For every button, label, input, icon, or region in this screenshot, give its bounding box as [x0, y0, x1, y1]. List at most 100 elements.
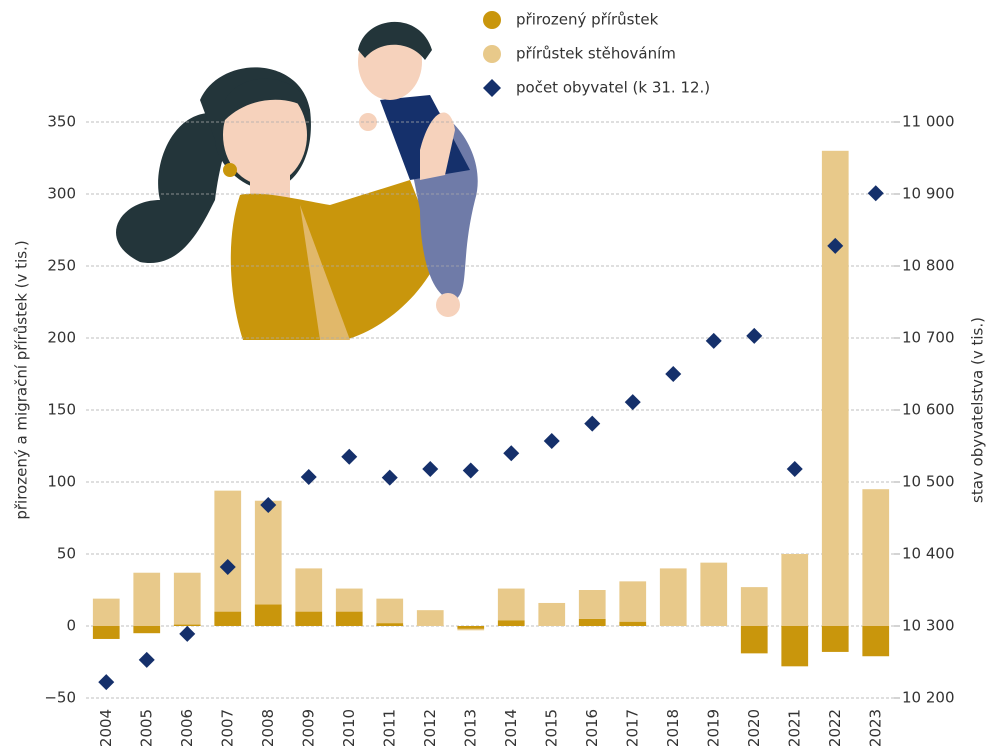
diamond-marker [665, 366, 682, 382]
bar [497, 620, 525, 626]
x-tick-label: 2004 [97, 709, 115, 747]
y-tick-label: 100 [47, 473, 76, 491]
legend-label: přírůstek stěhováním [516, 45, 676, 63]
x-tick-label: 2020 [745, 709, 763, 747]
y2-tick-label: 10 900 [902, 185, 955, 203]
bar [416, 610, 444, 626]
bar [700, 562, 728, 626]
bar [92, 626, 120, 639]
y-tick-label: 300 [47, 185, 76, 203]
diamond-marker [462, 462, 479, 479]
bar [376, 598, 404, 624]
bar [335, 588, 363, 612]
diamond-marker [705, 332, 722, 349]
bar [214, 611, 242, 626]
bar [133, 572, 161, 626]
diamond-marker [867, 185, 884, 202]
y-tick-label: −50 [44, 689, 76, 707]
bar [457, 628, 485, 631]
bar [173, 572, 201, 625]
legend-marker [483, 79, 501, 97]
diamond-marker [624, 394, 641, 411]
diamond-marker [503, 445, 520, 462]
x-tick-label: 2009 [299, 709, 317, 747]
y2-tick-label: 10 200 [902, 689, 955, 707]
y2-tick-label: 10 700 [902, 329, 955, 347]
diamond-marker [786, 461, 803, 478]
diamond-marker [179, 625, 196, 642]
y2-tick-label: 10 300 [902, 617, 955, 635]
bar [740, 626, 768, 654]
diamond-marker [422, 461, 439, 478]
x-tick-label: 2005 [137, 709, 155, 747]
bar [457, 626, 485, 629]
x-tick-label: 2016 [583, 709, 601, 747]
y-tick-label: 0 [66, 617, 76, 635]
diamond-marker [300, 468, 317, 485]
y2-axis-label: stav obyvatelstva (v tis.) [969, 317, 987, 503]
x-tick-label: 2014 [502, 709, 520, 747]
diamond-marker [381, 469, 398, 486]
bar [862, 626, 890, 657]
x-tick-label: 2022 [826, 709, 844, 747]
y2-tick-label: 10 500 [902, 473, 955, 491]
x-tick-label: 2012 [421, 709, 439, 747]
bar [862, 489, 890, 626]
y2-tick-label: 10 400 [902, 545, 955, 563]
diamond-marker [543, 432, 560, 449]
x-tick-label: 2021 [785, 709, 803, 747]
x-tick-label: 2010 [340, 709, 358, 747]
y-tick-label: 50 [57, 545, 76, 563]
diamond-marker [584, 415, 601, 432]
x-tick-label: 2015 [542, 709, 560, 747]
legend-label: přirozený přírůstek [516, 11, 659, 29]
y2-tick-label: 10 600 [902, 401, 955, 419]
bar [335, 611, 363, 626]
bar [376, 623, 404, 626]
diamond-marker [138, 651, 155, 668]
bar [821, 626, 849, 652]
bar [214, 490, 242, 612]
bar [578, 618, 606, 626]
bar [538, 602, 566, 626]
x-tick-label: 2008 [259, 709, 277, 747]
bar [295, 568, 323, 612]
legend-label: počet obyvatel (k 31. 12.) [516, 79, 710, 97]
diamond-marker [98, 674, 115, 691]
bar [92, 598, 120, 626]
bar [821, 150, 849, 627]
illustration [116, 21, 478, 340]
bar [781, 554, 809, 626]
bar [173, 624, 201, 626]
y-axis-label: přirozený a migrační přírůstek (v tis.) [13, 240, 31, 519]
diamond-marker [341, 448, 358, 465]
x-tick-label: 2017 [623, 709, 641, 747]
diamond-marker [746, 327, 763, 344]
legend-marker [483, 45, 501, 63]
bar [254, 500, 282, 605]
diamond-marker [260, 497, 277, 514]
diamond-marker [219, 558, 236, 575]
bar [578, 590, 606, 619]
y-tick-label: 150 [47, 401, 76, 419]
legend-marker [483, 11, 501, 29]
bar [133, 626, 161, 634]
bar [659, 568, 687, 626]
x-tick-label: 2023 [866, 709, 884, 747]
x-tick-label: 2007 [218, 709, 236, 747]
x-tick-label: 2011 [380, 709, 398, 747]
bar [740, 587, 768, 626]
bar [619, 621, 647, 626]
diamond-marker [827, 237, 844, 254]
y-tick-label: 200 [47, 329, 76, 347]
bar [295, 611, 323, 626]
x-tick-label: 2013 [461, 709, 479, 747]
bar [497, 588, 525, 621]
x-tick-label: 2006 [178, 709, 196, 747]
y-tick-label: 350 [47, 113, 76, 131]
bar [619, 581, 647, 622]
y2-tick-label: 10 800 [902, 257, 955, 275]
y2-tick-label: 11 000 [902, 113, 955, 131]
y-tick-label: 250 [47, 257, 76, 275]
